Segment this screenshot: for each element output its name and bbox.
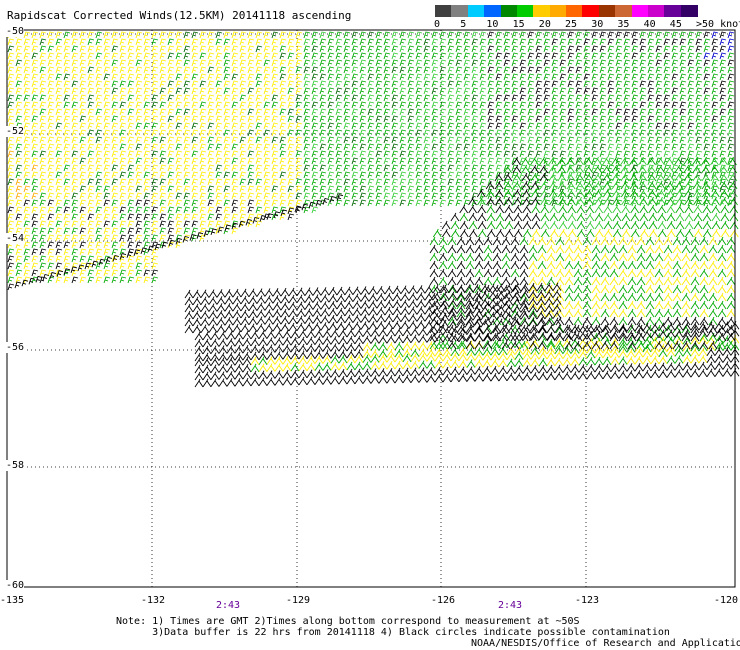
legend-swatch <box>582 5 600 17</box>
legend-tick-label: >50 knots <box>696 19 740 30</box>
legend-swatch <box>647 5 665 17</box>
legend-tick-label: 45 <box>669 19 682 30</box>
notes: Note: 1) Times are GMT 2)Times along bot… <box>116 616 670 638</box>
lon-label-123: -123 <box>575 595 600 606</box>
wind-barb-group <box>7 31 735 207</box>
legend-swatch <box>680 5 698 17</box>
time-label-1: 2:43 <box>216 600 241 611</box>
lon-label-135: -135 <box>0 595 25 606</box>
wind-barb-group <box>303 31 738 230</box>
note-line-2: 3)Data buffer is 22 hrs from 20141118 4)… <box>116 627 670 638</box>
lat-label-54: -54 <box>6 233 25 244</box>
lon-label-129: -129 <box>286 595 311 606</box>
wind-speed-legend: 0 5 10 15 20 25 30 35 40 45 >50 knots <box>434 5 740 31</box>
legend-swatch <box>549 5 567 17</box>
legend-swatch <box>484 5 501 17</box>
legend-swatch <box>500 5 518 17</box>
map-frame <box>6 29 736 588</box>
wind-barb-group <box>7 31 740 373</box>
legend-tick-label: 40 <box>643 19 656 30</box>
legend-swatch <box>467 5 485 17</box>
legend-swatch <box>664 5 682 17</box>
lat-label-52: -52 <box>6 126 25 137</box>
credit-line: NOAA/NESDIS/Office of Research and Appli… <box>471 638 740 649</box>
legend-tick-label: 25 <box>565 19 578 30</box>
legend-tick-label: 0 <box>434 19 441 30</box>
wind-barb-group <box>7 31 740 372</box>
lat-label-60: -60 <box>6 580 25 591</box>
legend-tick-label: 30 <box>591 19 604 30</box>
note-line-1: Note: 1) Times are GMT 2)Times along bot… <box>116 616 580 627</box>
lon-label-120: -120 <box>714 595 739 606</box>
legend-swatch <box>435 5 452 17</box>
lon-label-132: -132 <box>141 595 166 606</box>
lat-label-58: -58 <box>6 460 25 471</box>
legend-swatch <box>566 5 583 17</box>
legend-swatch <box>533 5 551 17</box>
legend-tick-label: 20 <box>538 19 551 30</box>
time-label-2: 2:43 <box>498 600 523 611</box>
legend-swatch <box>631 5 649 17</box>
lat-label-56: -56 <box>6 342 25 353</box>
legend-swatch <box>516 5 534 17</box>
lat-label-50: -50 <box>6 26 25 37</box>
legend-swatch <box>598 5 616 17</box>
wind-barb-group <box>703 31 735 60</box>
legend-tick-label: 35 <box>617 19 630 30</box>
page-title: Rapidscat Corrected Winds(12.5KM) 201411… <box>7 9 352 22</box>
legend-tick-label: 5 <box>460 19 467 30</box>
legend-swatch <box>615 5 632 17</box>
legend-tick-label: 15 <box>512 19 525 30</box>
legend-tick-label: 10 <box>486 19 499 30</box>
wind-barbs <box>7 31 740 388</box>
wind-barb-group <box>7 150 39 200</box>
map-grid <box>7 30 735 587</box>
wind-barb-group <box>7 31 740 388</box>
legend-swatch <box>451 5 469 17</box>
lon-label-126: -126 <box>431 595 456 606</box>
